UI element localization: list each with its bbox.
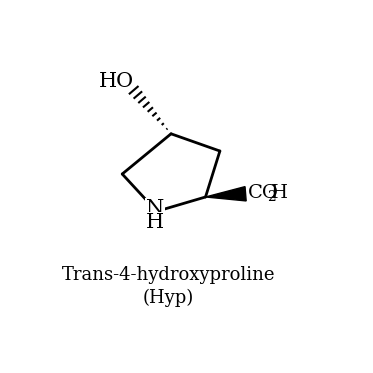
Text: N: N bbox=[146, 199, 164, 218]
Text: Trans-4-hydroxyproline: Trans-4-hydroxyproline bbox=[62, 266, 275, 283]
Text: (Hyp): (Hyp) bbox=[142, 288, 194, 307]
Text: H: H bbox=[271, 184, 288, 202]
Text: CO: CO bbox=[248, 184, 279, 202]
Text: H: H bbox=[146, 213, 164, 232]
Text: HO: HO bbox=[99, 72, 134, 91]
Polygon shape bbox=[206, 186, 246, 201]
Text: 2: 2 bbox=[267, 189, 275, 204]
